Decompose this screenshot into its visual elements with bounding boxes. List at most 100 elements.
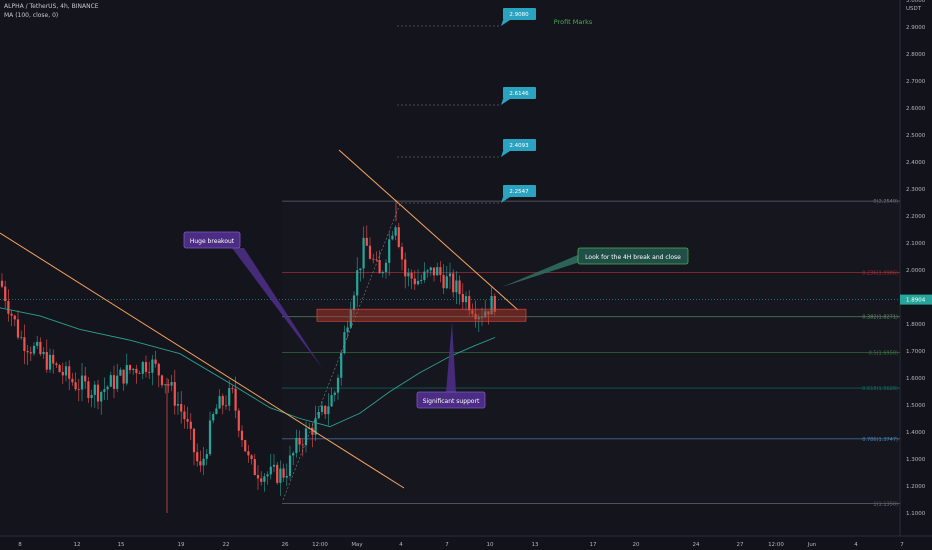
candle [397, 222, 400, 249]
breakout-projection [282, 203, 401, 501]
candle [148, 361, 151, 379]
price-tick-label: 2.9000 [906, 25, 926, 31]
candle [244, 439, 247, 453]
candle [221, 393, 224, 415]
candle [442, 264, 445, 294]
candle [71, 372, 74, 386]
candle-body [61, 371, 64, 376]
candle [84, 366, 87, 389]
candle-body [320, 405, 324, 412]
candle [384, 259, 388, 279]
candle-body [64, 366, 68, 376]
candle-body [362, 237, 365, 269]
candle [164, 383, 167, 394]
candle-body [208, 420, 212, 455]
candle [125, 353, 128, 386]
candle-body [100, 391, 103, 402]
candle-body [256, 475, 260, 479]
time-tick-label: May [351, 542, 363, 548]
candle [26, 345, 29, 366]
candle [157, 362, 160, 388]
candle [228, 379, 231, 412]
candle-body [125, 365, 128, 384]
candle-body [432, 267, 436, 276]
candle [404, 252, 407, 289]
time-tick-label: 12:00 [768, 542, 784, 548]
candle [391, 230, 394, 241]
candle [336, 374, 340, 400]
candle [202, 446, 205, 476]
candle-body [96, 384, 100, 402]
candle [394, 225, 397, 241]
candle-body [106, 386, 109, 390]
candle [64, 361, 68, 382]
huge-breakout-label: Huge breakout [190, 238, 235, 245]
significant-support-box [416, 391, 486, 409]
candle-body [445, 276, 448, 289]
candle-body [250, 455, 253, 460]
candle-body [58, 365, 61, 372]
candle [167, 379, 170, 393]
candle [330, 387, 333, 408]
symbol-title: ALPHA / TetherUS, 4h, BINANCE [4, 3, 99, 10]
candle-body [221, 396, 224, 406]
time-tick-label: 24 [693, 542, 700, 548]
candle [420, 274, 423, 284]
candle-body [176, 404, 180, 406]
time-tick-label: 12:00 [312, 542, 328, 548]
candle [461, 283, 464, 310]
candle [103, 377, 106, 400]
candle-body [263, 476, 266, 482]
candle [80, 363, 84, 402]
time-tick-label: 20 [633, 542, 640, 548]
candle-body [26, 351, 29, 353]
profit-target-pointer [501, 197, 510, 203]
candle [32, 342, 36, 356]
candle-body [215, 408, 218, 415]
candle-body [71, 378, 74, 383]
candle-body [231, 388, 234, 389]
profit-target-label: 2.9080 [509, 12, 529, 18]
candle [189, 413, 192, 440]
candle [410, 269, 413, 290]
candle [237, 408, 240, 438]
candle-body [90, 394, 93, 399]
candle [416, 269, 420, 286]
candle [352, 291, 356, 316]
candle [426, 269, 429, 278]
candle-body [48, 354, 52, 370]
candle-body [480, 317, 484, 319]
candle [359, 268, 362, 282]
profit-target-pointer [501, 99, 510, 105]
candle-body [167, 384, 170, 386]
candle-body [474, 313, 477, 320]
candle [477, 314, 480, 332]
candle [196, 443, 199, 467]
candle-body [346, 327, 349, 333]
candle-body [253, 459, 256, 476]
candle-body [93, 384, 96, 395]
candle-body [407, 272, 410, 277]
candle-body [410, 272, 413, 279]
candle-body [7, 301, 10, 314]
candle [381, 270, 384, 278]
price-tick-label: 2.4000 [906, 160, 926, 166]
candle-body [468, 296, 471, 311]
candle [439, 261, 442, 283]
candle-body [183, 411, 186, 420]
candle-body [154, 359, 157, 364]
candle-body [439, 267, 442, 275]
candle [471, 303, 474, 318]
candle-body [240, 430, 244, 441]
profit-target-box [503, 185, 536, 197]
candle [282, 463, 285, 482]
candle-body [164, 384, 167, 386]
price-tick-label: 1.1000 [906, 511, 926, 517]
candle [68, 360, 71, 391]
candle-body [55, 363, 58, 366]
candle [378, 250, 381, 274]
candle-body [32, 345, 36, 354]
candle [464, 291, 468, 311]
